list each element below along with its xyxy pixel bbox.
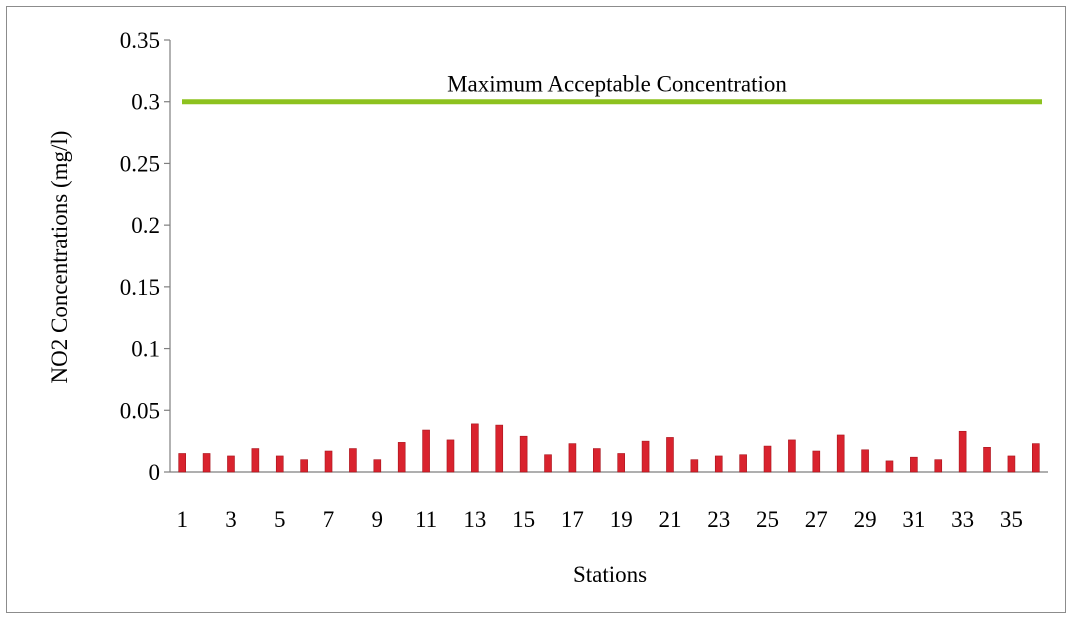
bar-station-2 bbox=[202, 453, 211, 473]
chart-frame bbox=[6, 6, 1066, 613]
bar-station-11 bbox=[422, 429, 430, 473]
bar-station-32 bbox=[934, 459, 943, 473]
bar-station-28 bbox=[836, 434, 845, 473]
reference-line-group: Maximum Acceptable Concentration bbox=[182, 72, 1042, 105]
bar-station-17 bbox=[568, 443, 577, 473]
bar-station-34 bbox=[983, 447, 991, 473]
bar-station-18 bbox=[593, 448, 601, 473]
bar-station-26 bbox=[788, 439, 796, 473]
x-tick-label: 29 bbox=[854, 507, 877, 532]
x-tick-label: 23 bbox=[707, 507, 730, 532]
bar-station-10 bbox=[397, 442, 406, 473]
x-tick-label: 9 bbox=[372, 507, 384, 532]
bar-station-5 bbox=[275, 455, 284, 473]
x-axis: 1 3 5 7 9 11 13 15 17 19 21 23 25 27 29 31 33 35 bbox=[170, 471, 1048, 532]
bar-station-29 bbox=[861, 449, 869, 473]
y-tick-label: 0 bbox=[149, 460, 161, 485]
bar-station-8 bbox=[349, 448, 357, 473]
bar-station-36 bbox=[1032, 443, 1040, 473]
bar-station-33 bbox=[958, 430, 967, 473]
x-tick-label: 3 bbox=[225, 507, 237, 532]
y-axis-label: NO2 Concentrations (mg/l) bbox=[47, 131, 72, 384]
x-tick-label: 25 bbox=[756, 507, 779, 532]
x-tick-label: 35 bbox=[1000, 507, 1023, 532]
bar-station-7 bbox=[324, 450, 333, 473]
bar-station-31 bbox=[910, 456, 918, 473]
bar-station-19 bbox=[617, 453, 625, 473]
bar-station-25 bbox=[763, 445, 772, 473]
y-tick-label: 0.15 bbox=[120, 275, 160, 300]
bar-series bbox=[178, 423, 1040, 473]
x-tick-label: 13 bbox=[463, 507, 486, 532]
x-tick-label: 5 bbox=[274, 507, 286, 532]
bar-station-13 bbox=[471, 423, 479, 473]
x-tick-label: 21 bbox=[658, 507, 681, 532]
x-tick-label: 17 bbox=[561, 507, 584, 532]
bar-station-22 bbox=[690, 459, 699, 473]
x-tick-label: 15 bbox=[512, 507, 535, 532]
bar-station-1 bbox=[178, 453, 186, 473]
bar-station-24 bbox=[739, 454, 747, 473]
bar-station-35 bbox=[1007, 455, 1016, 473]
x-tick-label: 1 bbox=[176, 507, 188, 532]
reference-line-label: Maximum Acceptable Concentration bbox=[447, 72, 787, 97]
y-tick-label: 0.35 bbox=[120, 28, 160, 53]
x-tick-label: 7 bbox=[323, 507, 335, 532]
y-tick-label: 0.25 bbox=[120, 151, 160, 176]
x-tick-label: 19 bbox=[610, 507, 633, 532]
bar-station-30 bbox=[885, 460, 894, 473]
bar-station-4 bbox=[251, 448, 260, 473]
bar-station-16 bbox=[544, 454, 552, 473]
bar-station-9 bbox=[373, 459, 382, 473]
x-axis-label: Stations bbox=[573, 562, 647, 587]
bar-station-27 bbox=[812, 450, 821, 473]
y-tick-label: 0.1 bbox=[131, 337, 160, 362]
bar-station-6 bbox=[300, 459, 308, 473]
x-tick-label: 11 bbox=[415, 507, 437, 532]
bar-station-12 bbox=[446, 439, 455, 473]
bar-station-20 bbox=[641, 440, 650, 473]
bar-station-14 bbox=[495, 424, 504, 473]
y-axis: 0 0.05 0.1 0.15 0.2 0.25 0.3 0.35 bbox=[120, 28, 171, 485]
y-tick-label: 0.2 bbox=[131, 213, 160, 238]
x-tick-label: 27 bbox=[805, 507, 828, 532]
x-tick-label: 31 bbox=[902, 507, 925, 532]
bar-station-23 bbox=[714, 455, 723, 473]
y-tick-label: 0.05 bbox=[120, 398, 160, 423]
bar-station-21 bbox=[666, 437, 674, 473]
bar-station-15 bbox=[519, 435, 528, 473]
x-tick-label: 33 bbox=[951, 507, 974, 532]
bar-station-3 bbox=[227, 455, 235, 473]
y-tick-label: 0.3 bbox=[131, 90, 160, 115]
